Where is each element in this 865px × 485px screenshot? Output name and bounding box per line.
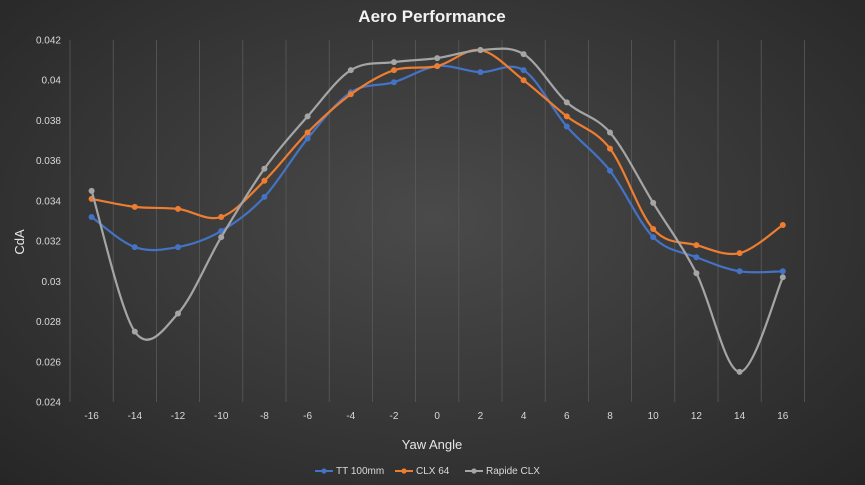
data-point (607, 129, 613, 136)
y-tick-label: 0.038 (36, 116, 61, 127)
y-tick-label: 0.036 (36, 156, 61, 167)
data-point (520, 77, 527, 84)
legend-marker (401, 468, 407, 474)
x-tick-label: 0 (434, 411, 440, 422)
x-tick-label: -14 (128, 411, 143, 422)
data-point (520, 67, 527, 74)
legend-item-tt-100mm: TT 100mm (315, 466, 384, 477)
x-tick-label: 10 (648, 411, 660, 422)
data-point (736, 268, 743, 275)
grid-lines (69, 40, 805, 402)
y-tick-label: 0.026 (36, 357, 61, 368)
data-point (650, 234, 657, 241)
x-tick-label: -8 (260, 411, 269, 422)
data-point (650, 199, 657, 206)
legend-marker (471, 468, 477, 474)
y-tick-label: 0.028 (36, 317, 61, 328)
data-point (261, 177, 268, 184)
data-point (477, 69, 484, 76)
data-point (391, 67, 397, 74)
data-point (391, 79, 397, 86)
y-tick-label: 0.024 (36, 398, 61, 409)
series-layer (88, 47, 786, 375)
data-point (520, 51, 527, 58)
x-tick-label: 14 (734, 411, 746, 422)
data-point (779, 268, 786, 275)
series-clx-64 (88, 47, 786, 257)
x-tick-label: 8 (607, 411, 613, 422)
data-point (304, 135, 311, 142)
x-axis-ticks: -16 -14 -12 -10 -8 -6 -4 -2 0 2 4 6 8 10 12 14 16 (84, 411, 788, 422)
data-point (175, 244, 181, 251)
x-tick-label: -2 (390, 411, 399, 422)
series-rapide-clx (88, 47, 786, 375)
data-point (218, 234, 225, 241)
x-tick-label: 2 (478, 411, 484, 422)
data-point (131, 328, 138, 335)
y-tick-label: 0.03 (42, 277, 62, 288)
data-point (304, 113, 311, 120)
data-point (304, 129, 311, 136)
data-point (434, 55, 441, 62)
data-point (218, 213, 225, 220)
y-tick-label: 0.04 (42, 76, 62, 87)
data-point (434, 63, 441, 70)
legend-label: Rapide CLX (486, 466, 540, 477)
x-tick-label: -4 (346, 411, 355, 422)
legend-item-clx-64: CLX 64 (395, 466, 450, 477)
data-point (607, 145, 613, 152)
x-tick-label: -10 (214, 411, 229, 422)
data-point (779, 274, 786, 281)
data-point (736, 250, 743, 257)
data-point (693, 254, 700, 261)
data-point (563, 123, 570, 130)
data-point (347, 91, 354, 98)
x-axis-title: Yaw Angle (402, 437, 462, 452)
legend-item-rapide-clx: Rapide CLX (465, 466, 540, 477)
data-point (131, 244, 138, 251)
data-point (88, 187, 95, 194)
x-tick-label: 4 (521, 411, 527, 422)
x-tick-label: 12 (691, 411, 703, 422)
y-tick-label: 0.042 (36, 36, 61, 47)
data-point (391, 59, 397, 66)
data-point (477, 47, 484, 54)
data-point (563, 113, 570, 120)
x-tick-label: -6 (303, 411, 312, 422)
y-tick-label: 0.032 (36, 237, 61, 248)
x-tick-label: -16 (84, 411, 99, 422)
data-point (563, 99, 570, 106)
x-tick-label: -12 (171, 411, 186, 422)
data-point (347, 67, 354, 74)
series-line (91, 48, 784, 256)
data-point (650, 226, 657, 233)
legend-marker (321, 468, 327, 474)
data-point (175, 205, 181, 212)
data-point (693, 270, 700, 277)
legend-label: CLX 64 (416, 466, 450, 477)
y-axis-ticks: 0.024 0.026 0.028 0.03 0.032 0.034 0.036 0.038 0… (36, 36, 61, 409)
data-point (736, 368, 743, 375)
series-line (90, 47, 784, 373)
legend-label: TT 100mm (336, 466, 384, 477)
data-point (131, 203, 138, 210)
data-point (175, 310, 181, 317)
x-tick-label: 16 (777, 411, 789, 422)
data-point (88, 213, 95, 220)
data-point (261, 165, 268, 172)
data-point (693, 242, 700, 249)
data-point (607, 167, 613, 174)
y-tick-label: 0.034 (36, 196, 61, 207)
y-axis-title: CdA (12, 229, 27, 255)
data-point (261, 193, 268, 200)
chart-title: Aero Performance (358, 7, 505, 26)
data-point (779, 222, 786, 229)
x-tick-label: 6 (564, 411, 570, 422)
legend: TT 100mm CLX 64 Rapide CLX (315, 466, 540, 477)
